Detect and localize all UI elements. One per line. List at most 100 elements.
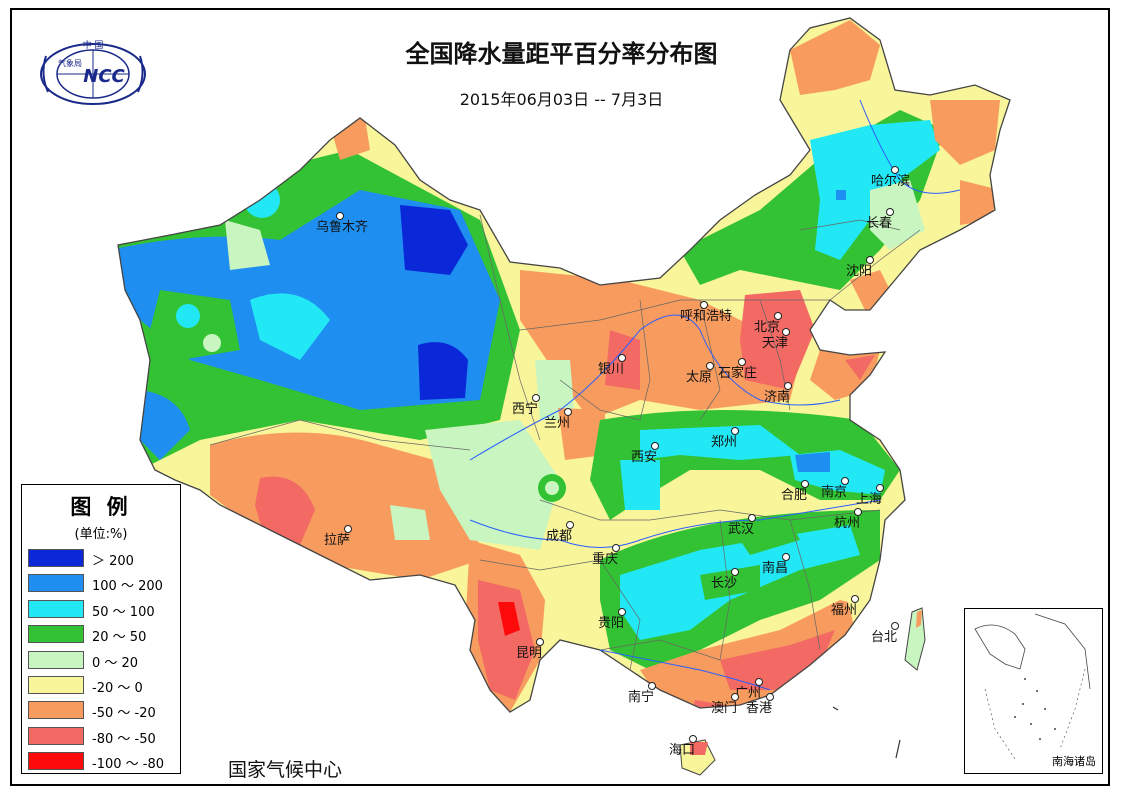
city-label: 西安 bbox=[631, 450, 658, 465]
city-marker bbox=[336, 212, 344, 220]
city-label: 西宁 bbox=[512, 402, 539, 417]
city-marker bbox=[866, 256, 874, 264]
city-label: 合肥 bbox=[781, 488, 808, 503]
city-marker bbox=[618, 608, 626, 616]
city-label: 福州 bbox=[831, 603, 858, 618]
city-label: 济南 bbox=[764, 390, 791, 405]
city-label: 石家庄 bbox=[718, 366, 758, 381]
city-label: 太原 bbox=[686, 370, 713, 385]
city-marker bbox=[774, 312, 782, 320]
city-marker bbox=[748, 514, 756, 522]
legend-swatch bbox=[28, 574, 84, 593]
boundary-dashes bbox=[832, 706, 901, 759]
legend-item: ＞ 200 bbox=[26, 547, 178, 569]
city-label: 北京 bbox=[754, 320, 781, 335]
city-marker bbox=[766, 693, 774, 701]
city-label: 沈阳 bbox=[846, 264, 873, 279]
city-label: 上海 bbox=[856, 492, 883, 507]
city-marker bbox=[851, 595, 859, 603]
city-marker bbox=[731, 427, 739, 435]
city-marker bbox=[532, 394, 540, 402]
legend-label: 50 ～ 100 bbox=[92, 604, 155, 620]
city-marker bbox=[564, 408, 572, 416]
city-marker bbox=[706, 362, 714, 370]
ncc-logo: 中 国 NCC 气象局 bbox=[40, 39, 146, 105]
city-label: 昆明 bbox=[516, 646, 543, 661]
city-marker bbox=[344, 525, 352, 533]
city-label: 重庆 bbox=[592, 552, 619, 567]
city-marker bbox=[536, 638, 544, 646]
legend-label: ＞ 200 bbox=[92, 554, 134, 569]
inset-map bbox=[974, 613, 1091, 760]
city-label: 海口 bbox=[669, 743, 696, 758]
city-marker bbox=[731, 693, 739, 701]
city-marker bbox=[700, 301, 708, 309]
city-label: 成都 bbox=[546, 529, 573, 544]
city-label: 南宁 bbox=[628, 690, 655, 705]
city-label: 南昌 bbox=[762, 561, 789, 576]
legend-item: 50 ～ 100 bbox=[26, 598, 178, 620]
city-marker bbox=[731, 568, 739, 576]
city-label: 长春 bbox=[866, 216, 893, 231]
city-label: 银川 bbox=[598, 362, 625, 377]
legend-swatch bbox=[28, 650, 84, 669]
province-boundaries bbox=[209, 214, 921, 671]
city-label: 哈尔滨 bbox=[871, 174, 911, 189]
city-label: 兰州 bbox=[544, 416, 571, 431]
city-marker bbox=[891, 622, 899, 630]
legend-item: -50 ～ -20 bbox=[26, 699, 178, 721]
footer-credit: 国家气候中心 bbox=[228, 759, 343, 781]
legend-label: 20 ～ 50 bbox=[92, 630, 147, 646]
legend-item: 0 ～ 20 bbox=[26, 649, 178, 671]
rivers bbox=[469, 99, 961, 691]
legend-item: -100 ～ -80 bbox=[26, 750, 178, 772]
city-label: 乌鲁木齐 bbox=[316, 220, 369, 235]
city-marker bbox=[566, 521, 574, 529]
hainan-north-region bbox=[690, 742, 708, 755]
legend-swatch bbox=[28, 625, 84, 644]
legend-label: -20 ～ 0 bbox=[92, 681, 143, 696]
logo-top-text: 中 国 bbox=[83, 39, 104, 51]
city-marker bbox=[612, 544, 620, 552]
legend-swatch bbox=[28, 701, 84, 720]
legend-label: -100 ～ -80 bbox=[92, 757, 165, 773]
taiwan-island bbox=[904, 607, 926, 671]
inset-label: 南海诸岛 bbox=[1052, 755, 1096, 768]
city-label: 郑州 bbox=[711, 435, 738, 450]
legend-item: -80 ～ -50 bbox=[26, 725, 178, 747]
legend-unit: (单位:%) bbox=[74, 527, 128, 542]
city-label: 台北 bbox=[871, 630, 898, 645]
city-label: 香港 bbox=[746, 701, 773, 716]
legend-label: -80 ～ -50 bbox=[92, 731, 156, 747]
city-marker bbox=[782, 328, 790, 336]
south-china-sea-inset: 南海诸岛 bbox=[964, 608, 1103, 774]
legend-item: 20 ～ 50 bbox=[26, 623, 178, 645]
city-marker bbox=[782, 553, 790, 561]
legend-swatch bbox=[28, 599, 84, 618]
city-label: 武汉 bbox=[728, 522, 755, 537]
legend-item: -20 ～ 0 bbox=[26, 674, 178, 696]
legend-swatch bbox=[28, 726, 84, 745]
city-marker bbox=[891, 166, 899, 174]
city-marker bbox=[876, 484, 884, 492]
logo-main-text: NCC bbox=[83, 66, 125, 87]
legend-swatch bbox=[28, 549, 84, 567]
legend-label: 100 ～ 200 bbox=[92, 579, 163, 595]
city-label: 杭州 bbox=[834, 516, 861, 531]
legend: 图 例 (单位:%) ＞ 200 100 ～ 200 50 ～ 100 20 ～ 50… bbox=[21, 484, 181, 774]
city-label: 拉萨 bbox=[324, 533, 351, 548]
city-marker bbox=[801, 480, 809, 488]
map-title: 全国降水量距平百分率分布图 bbox=[405, 40, 718, 68]
city-label: 广州 bbox=[735, 686, 762, 701]
city-label: 天津 bbox=[762, 336, 789, 351]
city-marker bbox=[886, 208, 894, 216]
city-label: 澳门 bbox=[711, 701, 738, 716]
city-marker bbox=[854, 508, 862, 516]
city-marker bbox=[648, 682, 656, 690]
legend-title: 图 例 bbox=[70, 495, 132, 519]
city-marker bbox=[841, 477, 849, 485]
city-label: 南京 bbox=[821, 485, 848, 500]
city-label: 长沙 bbox=[711, 576, 738, 591]
city-marker bbox=[738, 358, 746, 366]
